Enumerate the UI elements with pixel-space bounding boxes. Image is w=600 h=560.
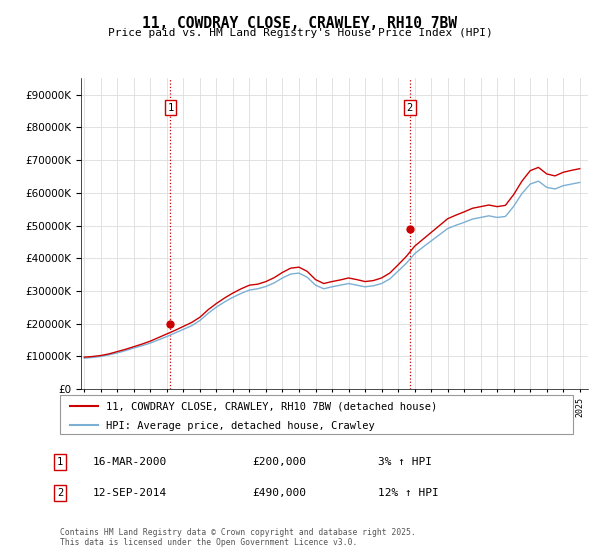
Text: Contains HM Land Registry data © Crown copyright and database right 2025.
This d: Contains HM Land Registry data © Crown c… bbox=[60, 528, 416, 547]
Text: 2: 2 bbox=[407, 103, 413, 113]
Text: 11, COWDRAY CLOSE, CRAWLEY, RH10 7BW: 11, COWDRAY CLOSE, CRAWLEY, RH10 7BW bbox=[143, 16, 458, 31]
Text: 1: 1 bbox=[167, 103, 173, 113]
Text: 11, COWDRAY CLOSE, CRAWLEY, RH10 7BW (detached house): 11, COWDRAY CLOSE, CRAWLEY, RH10 7BW (de… bbox=[106, 402, 437, 412]
Text: 2: 2 bbox=[57, 488, 63, 498]
FancyBboxPatch shape bbox=[60, 395, 573, 434]
Text: 12% ↑ HPI: 12% ↑ HPI bbox=[378, 488, 439, 498]
Text: 12-SEP-2014: 12-SEP-2014 bbox=[93, 488, 167, 498]
Text: HPI: Average price, detached house, Crawley: HPI: Average price, detached house, Craw… bbox=[106, 421, 375, 431]
Text: 16-MAR-2000: 16-MAR-2000 bbox=[93, 457, 167, 467]
Text: 1: 1 bbox=[57, 457, 63, 467]
Text: 3% ↑ HPI: 3% ↑ HPI bbox=[378, 457, 432, 467]
Text: £490,000: £490,000 bbox=[252, 488, 306, 498]
Text: £200,000: £200,000 bbox=[252, 457, 306, 467]
Text: Price paid vs. HM Land Registry's House Price Index (HPI): Price paid vs. HM Land Registry's House … bbox=[107, 28, 493, 38]
